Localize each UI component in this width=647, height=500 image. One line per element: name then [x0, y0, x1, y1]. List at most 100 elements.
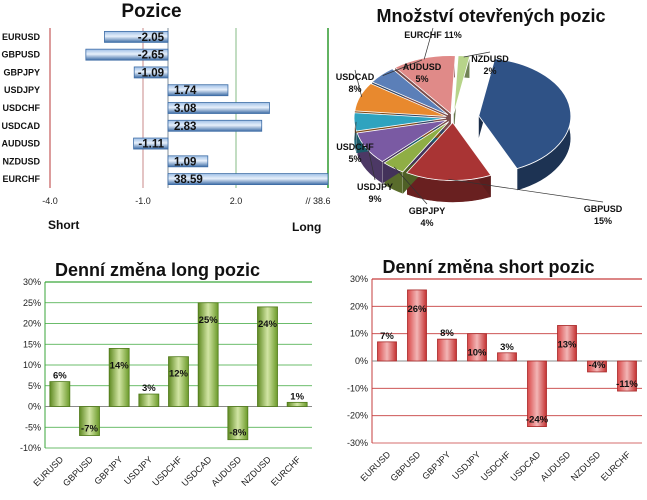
pie-slice-label: GBPJPY	[409, 206, 446, 216]
category-label: USDCAD	[180, 454, 214, 488]
category-label: AUDUSD	[538, 449, 572, 483]
bar-value-label: 38.59	[174, 174, 203, 186]
change-bar	[79, 406, 100, 436]
open-positions-pie-chart: EURUSD 40% GBPUSD 15% GBPJPY 4% USDJPY 9% USDCHF…	[336, 27, 623, 228]
positions-chart-title: Pozice	[121, 1, 182, 22]
bar-value-label: 3.08	[174, 103, 197, 115]
change-bar	[108, 348, 130, 407]
change-bar	[49, 381, 71, 407]
pie-slice-label: GBPUSD	[584, 204, 623, 214]
pie-leader-line	[463, 51, 491, 58]
bar-value-label: 7%	[380, 331, 394, 342]
category-label: USDCHF	[150, 454, 184, 488]
bar-value-label: 24%	[258, 319, 278, 330]
bar-value-label: -2.65	[138, 50, 165, 62]
pie-slice-percent: 5%	[348, 154, 361, 164]
position-bar	[133, 66, 169, 79]
category-label: GBPUSD	[388, 449, 422, 483]
change-bar	[617, 360, 637, 392]
y-tick-label: 10%	[350, 329, 368, 339]
positions-chart-panel: Pozice EURUSD -2.05 GBPUSD -2.65 GBPJPY -1.09…	[0, 0, 335, 245]
bar-value-label: 1%	[290, 391, 304, 402]
y-tick-label: 15%	[23, 339, 41, 349]
change-bar	[286, 401, 308, 407]
pie-leader-line	[354, 69, 363, 98]
bar-value-label: -4%	[589, 360, 606, 371]
open-positions-pie-title: Množství otevřených pozic	[376, 6, 606, 26]
bar-value-label: -7%	[81, 424, 98, 435]
position-bar	[167, 102, 270, 114]
position-bar	[104, 30, 169, 43]
pie-slice-percent: 5%	[415, 74, 428, 84]
pie-slice-label: NZDUSD	[471, 54, 509, 64]
bar-value-label: 25%	[199, 315, 219, 326]
category-label: USDJPY	[4, 85, 40, 95]
bar-value-label: 8%	[440, 328, 454, 339]
y-tick-label: 20%	[350, 301, 368, 311]
short-label: Short	[48, 218, 79, 232]
bar-value-label: 3%	[500, 342, 514, 353]
change-bar	[377, 341, 397, 362]
pie-leader-line	[423, 27, 434, 60]
pie-slice-percent: 2%	[483, 66, 496, 76]
pie-slice	[478, 58, 572, 170]
bar-value-label: 1.09	[174, 156, 196, 168]
position-bar	[167, 155, 209, 168]
category-label: USDJPY	[450, 449, 482, 481]
y-tick-label: -10%	[347, 383, 368, 393]
pie-leader-line	[354, 121, 357, 141]
y-tick-label: -30%	[347, 438, 368, 448]
short-change-chart-panel: Denní změna short pozic -30% -20% -10% 0% 10…	[330, 252, 647, 500]
y-tick-label: 5%	[28, 381, 41, 391]
positions-chart: EURUSD -2.05 GBPUSD -2.65 GBPJPY -1.09 USDJPY 1…	[1, 28, 331, 234]
y-tick-label: 0%	[28, 402, 41, 412]
y-tick-label: -5%	[25, 422, 41, 432]
change-bar	[557, 325, 577, 362]
category-label: EURCHF	[3, 174, 41, 184]
y-tick-label: 10%	[23, 360, 41, 370]
change-bar	[168, 356, 189, 407]
pie-slice	[371, 68, 449, 116]
change-bar	[407, 289, 427, 362]
y-tick-label: 30%	[350, 274, 368, 284]
pie-slice-percent: 15%	[594, 216, 612, 226]
change-bar	[497, 352, 517, 362]
x-tick-label: -1.0	[135, 196, 151, 206]
change-bar	[197, 302, 219, 407]
short-change-chart: -30% -20% -10% 0% 10% 20% 30% 7% EURUSD 26% GBPUSD…	[347, 274, 642, 483]
category-label: NZDUSD	[3, 156, 41, 166]
bar-value-label: -1.11	[138, 139, 164, 151]
position-bar	[133, 137, 169, 150]
y-tick-label: 20%	[23, 319, 41, 329]
bar-value-label: 6%	[53, 371, 67, 382]
pie-slice-label: EURCHF 11%	[404, 30, 462, 40]
category-label: USDJPY	[122, 454, 154, 486]
pie-leader-line	[448, 178, 604, 203]
y-tick-label: 25%	[23, 298, 41, 308]
pie-slice	[354, 83, 447, 117]
pie-slice-label: AUDUSD	[403, 62, 442, 72]
x-tick-label: 2.0	[230, 196, 243, 206]
pie-slice-label: USDCHF	[336, 142, 374, 152]
long-change-chart-title: Denní změna long pozic	[54, 260, 260, 280]
category-label: NZDUSD	[239, 454, 273, 488]
open-positions-pie-panel: Množství otevřených pozic EURUSD 40% GBPUS…	[335, 0, 647, 245]
pie-slice-percent: 4%	[420, 218, 433, 228]
category-label: GBPJPY	[420, 449, 452, 481]
bar-value-label: -8%	[229, 428, 246, 439]
change-bar	[227, 406, 249, 441]
pie-leader-line	[382, 59, 423, 76]
category-label: USDCHF	[3, 103, 41, 113]
bar-value-label: 26%	[407, 304, 427, 315]
bar-value-label: -1.09	[138, 67, 164, 79]
x-tick-label: // 38.6	[305, 196, 330, 206]
bar-value-label: 10%	[467, 348, 487, 359]
position-bar	[167, 84, 229, 97]
pie-slice-label: USDJPY	[357, 182, 393, 192]
category-label: GBPJPY	[3, 67, 40, 77]
category-label: EURUSD	[358, 449, 392, 483]
bar-value-label: -2.05	[138, 32, 165, 44]
change-bar	[138, 393, 160, 407]
category-label: EURUSD	[31, 454, 65, 488]
category-label: EURCHF	[599, 449, 633, 483]
